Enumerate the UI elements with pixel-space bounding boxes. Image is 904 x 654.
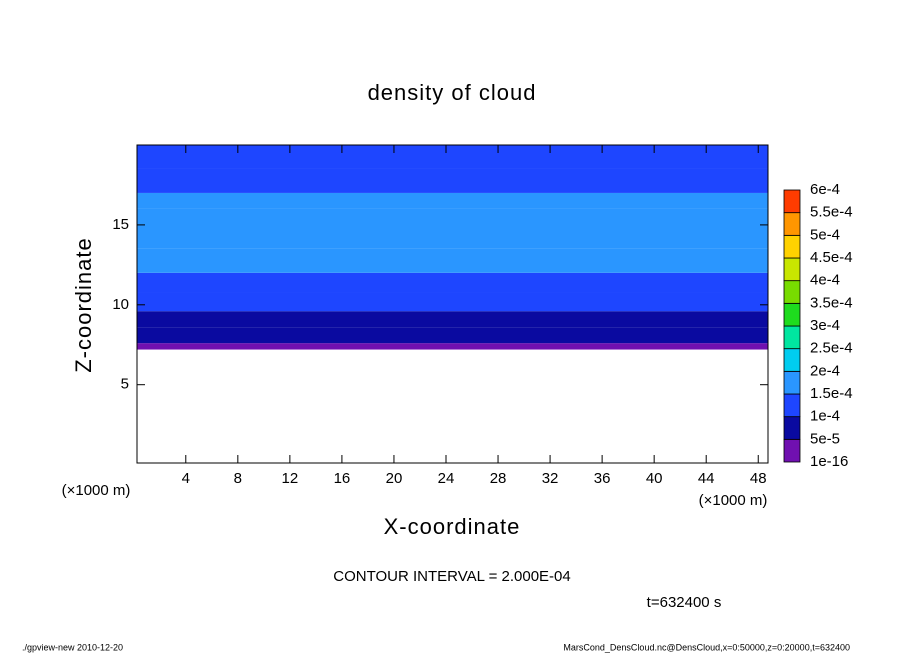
contour-band [137, 327, 768, 344]
x-tick-label: 16 [334, 470, 351, 487]
y-tick-label: 10 [112, 296, 129, 313]
x-tick-label: 24 [438, 470, 455, 487]
x-axis-label: X-coordinate [384, 514, 521, 539]
time-label: t=632400 s [647, 594, 722, 611]
plot-frame [136, 144, 769, 464]
chart-title: density of cloud [368, 80, 537, 105]
colorbar-label: 2e-4 [810, 362, 840, 379]
contour-band [137, 192, 768, 209]
contour-band [137, 145, 768, 169]
x-tick-label: 36 [594, 470, 611, 487]
colorbar-box [783, 212, 801, 236]
colorbar-label: 1e-4 [810, 408, 840, 425]
colorbar-box [783, 438, 801, 463]
footer-right: MarsCond_DensCloud.nc@DensCloud,x=0:5000… [563, 642, 850, 652]
colorbar-box [783, 280, 801, 304]
x-tick-label: 32 [542, 470, 559, 487]
colorbar-label: 5.5e-4 [810, 204, 853, 221]
colorbar-label: 4.5e-4 [810, 249, 853, 266]
contour-band [137, 272, 768, 293]
colorbar-box [783, 257, 801, 282]
footer-left: ./gpview-new 2010-12-20 [22, 642, 123, 652]
colorbar-label: 5e-4 [810, 226, 840, 243]
colorbar-label: 2.5e-4 [810, 340, 853, 357]
colorbar-label: 3.5e-4 [810, 294, 853, 311]
colorbar-box [783, 302, 801, 327]
x-tick-label: 8 [234, 470, 242, 487]
x-tick-label: 28 [490, 470, 507, 487]
colorbar-box [783, 393, 801, 418]
y-unit: (×1000 m) [62, 482, 131, 499]
x-tick-label: 44 [698, 470, 715, 487]
colorbar-box [783, 370, 801, 395]
contour-band [137, 292, 768, 312]
colorbar-box [783, 348, 801, 372]
x-tick-label: 4 [182, 470, 190, 487]
contour-band [137, 311, 768, 328]
annotation: CONTOUR INTERVAL = 2.000E-04 [333, 568, 570, 585]
colorbar-label: 4e-4 [810, 272, 840, 289]
contour-band [137, 168, 768, 193]
contour-band [137, 343, 768, 350]
x-unit: (×1000 m) [699, 492, 768, 509]
y-tick-label: 5 [121, 376, 129, 393]
colorbar-label: 1.5e-4 [810, 385, 853, 402]
colorbar-label: 5e-5 [810, 430, 840, 447]
colorbar-box [783, 325, 801, 350]
colorbar-box [783, 416, 801, 440]
colorbar-label: 6e-4 [810, 181, 840, 198]
x-tick-label: 20 [386, 470, 403, 487]
x-tick-label: 12 [282, 470, 299, 487]
contour-band [137, 208, 768, 249]
y-axis-label: Z-coordinate [71, 237, 96, 373]
y-tick-label: 15 [112, 216, 129, 233]
x-tick-label: 40 [646, 470, 663, 487]
colorbar-label: 1e-16 [810, 453, 848, 470]
colorbar-label: 3e-4 [810, 317, 840, 334]
x-tick-label: 48 [750, 470, 767, 487]
contour-band [137, 248, 768, 273]
colorbar-box [783, 189, 801, 214]
colorbar-box [783, 234, 801, 259]
